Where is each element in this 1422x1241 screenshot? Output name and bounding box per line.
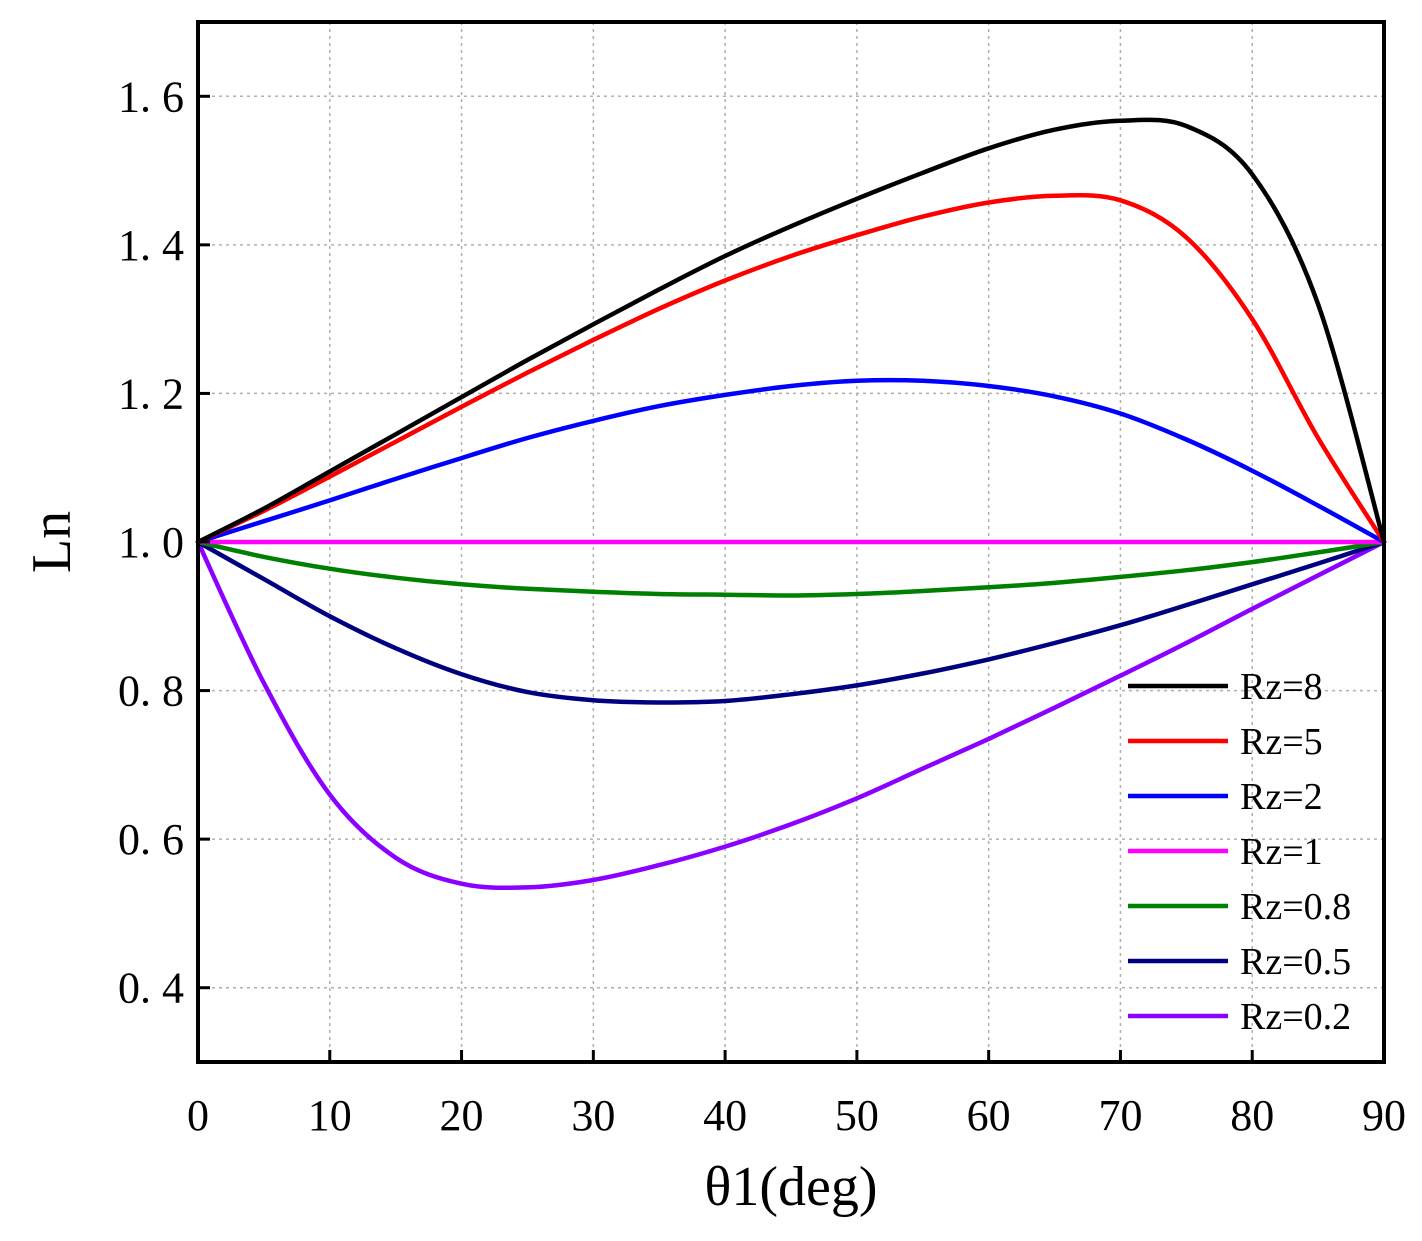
legend-label-rz-0-5: Rz=0.5 xyxy=(1240,941,1351,983)
series-line-rz-0-8 xyxy=(195,539,1387,598)
x-tick-label: 70 xyxy=(1098,1091,1142,1140)
x-axis-title: θ1(deg) xyxy=(705,1156,878,1218)
x-tick-label: 0 xyxy=(187,1091,209,1140)
series-line-rz-2 xyxy=(195,377,1387,545)
y-tick-label: 1. 2 xyxy=(118,369,184,418)
y-tick-labels: 0. 4 0. 6 0. 8 1. 0 1. 2 1. 4 1. 6 xyxy=(118,72,184,1012)
legend-label-rz-5: Rz=5 xyxy=(1240,721,1323,763)
series-lines xyxy=(195,117,1387,891)
y-tick-label: 0. 8 xyxy=(118,667,184,716)
legend-label-rz-0-8: Rz=0.8 xyxy=(1240,886,1351,928)
legend: Rz=8 Rz=5 Rz=2 Rz=1 Rz=0.8 Rz=0.5 Rz=0.2 xyxy=(1128,666,1351,1038)
series-line-rz-8 xyxy=(195,117,1387,545)
series-line-rz-0-5 xyxy=(195,539,1387,705)
x-tick-label: 30 xyxy=(571,1091,615,1140)
x-tick-label: 10 xyxy=(308,1091,352,1140)
ticks xyxy=(196,94,1386,1062)
x-tick-label: 80 xyxy=(1230,1091,1274,1140)
x-tick-label: 60 xyxy=(967,1091,1011,1140)
series-line-rz-5 xyxy=(195,193,1387,545)
x-tick-labels: 0 10 20 30 40 50 60 70 80 90 xyxy=(187,1091,1406,1140)
y-tick-label: 1. 6 xyxy=(118,72,184,121)
series-line-rz-0-2 xyxy=(195,539,1387,891)
legend-label-rz-8: Rz=8 xyxy=(1240,666,1323,708)
x-tick-label: 20 xyxy=(440,1091,484,1140)
legend-label-rz-2: Rz=2 xyxy=(1240,776,1323,818)
y-tick-label: 0. 4 xyxy=(118,964,184,1013)
legend-label-rz-1: Rz=1 xyxy=(1240,831,1323,873)
y-tick-label: 1. 4 xyxy=(118,221,184,270)
x-tick-label: 50 xyxy=(835,1091,879,1140)
y-axis-title: Ln xyxy=(21,511,83,573)
y-tick-label: 1. 0 xyxy=(118,518,184,567)
x-tick-label: 40 xyxy=(703,1091,747,1140)
legend-label-rz-0-2: Rz=0.2 xyxy=(1240,996,1351,1038)
y-tick-label: 0. 6 xyxy=(118,815,184,864)
x-tick-label: 90 xyxy=(1362,1091,1406,1140)
